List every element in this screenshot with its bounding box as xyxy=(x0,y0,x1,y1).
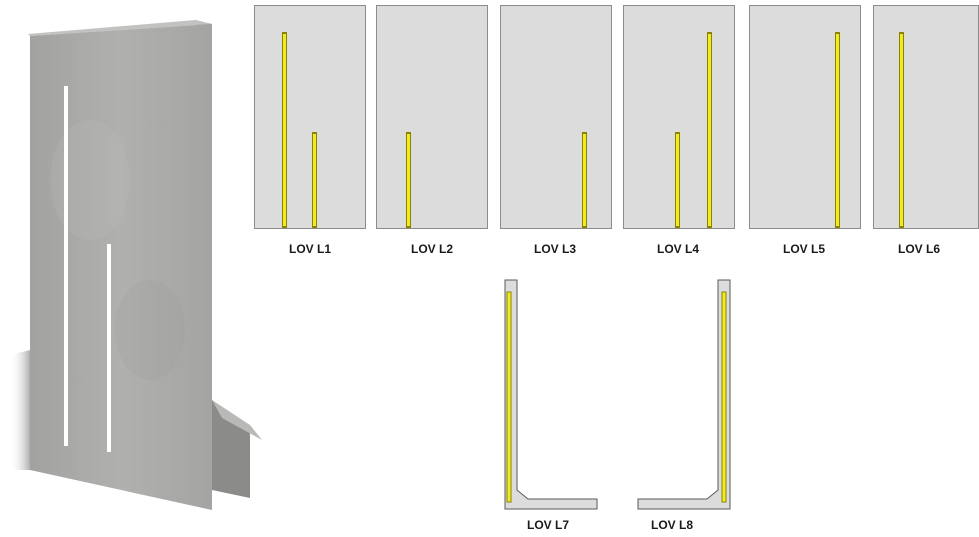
strip-short-center xyxy=(675,132,680,228)
wall-slot-tall xyxy=(64,86,68,446)
label-lov-l8: LOV L8 xyxy=(650,518,693,532)
panel-lov-l1 xyxy=(254,5,366,229)
wall-front-face xyxy=(30,24,212,510)
label-lov-l7: LOV L7 xyxy=(526,518,569,532)
section-lov-l8 xyxy=(637,279,731,510)
panel-lov-l5 xyxy=(749,5,861,229)
label-lov-l1: LOV L1 xyxy=(288,242,331,256)
strip-tall-left xyxy=(282,32,287,228)
strip-tall-right xyxy=(835,32,840,228)
strip-tall-left xyxy=(899,32,904,228)
strip-short-center xyxy=(312,132,317,228)
concrete-texture xyxy=(50,120,130,240)
label-lov-l2: LOV L2 xyxy=(410,242,453,256)
wall-foot-top xyxy=(212,400,262,440)
panel-lov-l3 xyxy=(500,5,612,229)
wall-top-edge xyxy=(28,20,212,36)
strip-short-right xyxy=(582,132,587,228)
wall-slot-short xyxy=(107,244,111,452)
label-lov-l3: LOV L3 xyxy=(533,242,576,256)
panel-lov-l4 xyxy=(623,5,735,229)
label-lov-l6: LOV L6 xyxy=(897,242,940,256)
panel-lov-l2 xyxy=(376,5,488,229)
section-strip xyxy=(506,291,512,503)
section-strip xyxy=(721,291,727,503)
strip-short-left xyxy=(406,132,411,228)
concrete-texture xyxy=(115,280,185,380)
wall-shadow xyxy=(10,350,30,470)
label-lov-l4: LOV L4 xyxy=(656,242,699,256)
section-lov-l7 xyxy=(504,279,598,510)
label-lov-l5: LOV L5 xyxy=(782,242,825,256)
strip-tall-right xyxy=(707,32,712,228)
panel-lov-l6 xyxy=(873,5,979,229)
concrete-wall-render xyxy=(10,20,262,510)
